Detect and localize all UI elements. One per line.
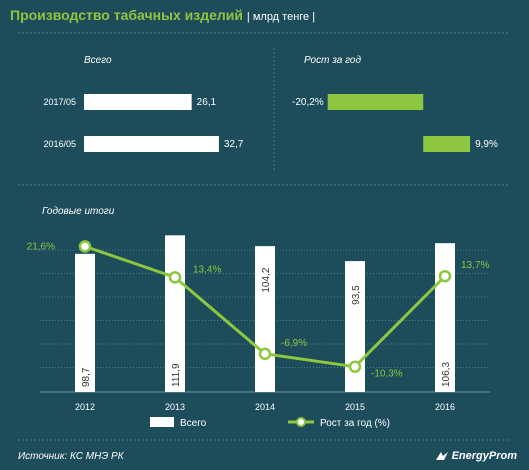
growth-point-label: 13,4%	[193, 264, 221, 275]
year-tick-label: 2015	[345, 402, 365, 412]
total-bar	[84, 94, 192, 110]
yearly-bar-value-label: 106,3	[441, 362, 452, 387]
growth-value-label: -20,2%	[292, 97, 324, 108]
growth-value-label: 9,9%	[475, 139, 498, 150]
growth-point	[78, 240, 92, 253]
year-tick-label: 2014	[255, 402, 275, 412]
total-value-label: 26,1	[197, 97, 217, 108]
yearly-bar-value-label: 111,9	[171, 363, 182, 387]
growth-point-label: -10,3%	[371, 369, 403, 380]
growth-point-label: 13,7%	[461, 260, 489, 271]
legend-bar-swatch	[150, 417, 174, 427]
growth-point	[438, 269, 452, 283]
growth-panel-title: Рост за год	[304, 55, 361, 66]
growth-bar	[327, 94, 424, 110]
growth-point	[168, 271, 182, 284]
total-bar	[84, 136, 219, 152]
legend-line-label: Рост за год (%)	[320, 418, 390, 429]
total-category-label: 2016/05	[43, 139, 76, 149]
page-title: Производство табачных изделий | млрд тен…	[10, 7, 315, 23]
page-title-unit: | млрд тенге |	[246, 11, 316, 23]
year-tick-label: 2013	[165, 402, 185, 412]
legend-bar-label: Всего	[180, 418, 207, 429]
page-title-text: Производство табачных изделий	[10, 7, 244, 23]
total-value-label: 32,7	[224, 139, 244, 150]
yearly-bar	[345, 261, 365, 392]
source-note: Источник: КС МНЭ РК	[18, 451, 124, 462]
yearly-panel-title: Годовые итоги	[42, 206, 115, 217]
growth-bar	[423, 136, 471, 152]
total-category-label: 2017/05	[43, 97, 76, 107]
growth-point-label: -6,9%	[281, 338, 307, 349]
yearly-bar-value-label: 93,5	[351, 285, 362, 305]
brand-name: EnergyProm	[451, 450, 517, 462]
year-tick-label: 2016	[435, 402, 455, 412]
legend-line-marker	[296, 417, 306, 427]
yearly-bar-value-label: 98,7	[81, 367, 92, 387]
year-tick-label: 2012	[75, 402, 95, 412]
yearly-bar-value-label: 104,2	[261, 267, 272, 292]
brand-icon	[435, 452, 448, 460]
growth-point	[348, 360, 362, 373]
growth-point	[258, 347, 272, 361]
brand-logo: EnergyProm	[435, 450, 517, 462]
growth-point-label: 21,6%	[27, 241, 55, 252]
yearly-bar	[75, 253, 95, 392]
total-panel-title: Всего	[84, 55, 112, 66]
